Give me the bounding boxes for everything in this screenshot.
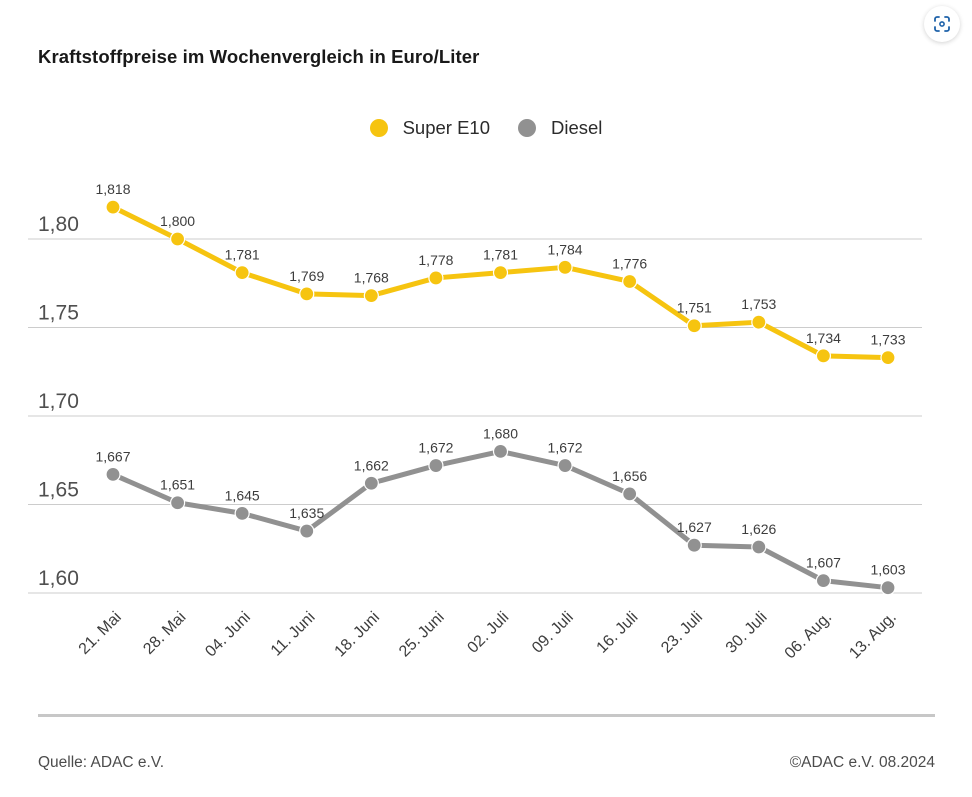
- data-point-label: 1,626: [741, 521, 776, 537]
- data-point-label: 1,607: [806, 555, 841, 571]
- data-point-label: 1,603: [870, 562, 905, 578]
- chart-legend: Super E10 Diesel: [0, 117, 972, 139]
- x-axis-tick-label: 04. Juni: [202, 609, 254, 661]
- data-point: [234, 505, 250, 521]
- data-point-label: 1,776: [612, 255, 647, 271]
- data-point-label: 1,768: [354, 270, 389, 286]
- legend-label: Diesel: [551, 117, 603, 138]
- data-point: [299, 523, 315, 539]
- x-axis-tick-label: 11. Juni: [268, 609, 319, 660]
- data-point-label: 1,627: [677, 519, 712, 535]
- data-point: [622, 273, 638, 290]
- x-axis-tick-label: 18. Juni: [332, 609, 384, 661]
- x-axis-tick-label: 16. Juli: [594, 609, 642, 657]
- data-point: [622, 486, 638, 502]
- data-point: [557, 259, 573, 275]
- x-axis-tick-label: 28. Mai: [140, 609, 189, 658]
- legend-label: Super E10: [402, 117, 490, 138]
- data-point: [105, 199, 121, 215]
- fuel-price-chart: 1,80 1,75 1,70 1,65 1,60 21. Mai 28. Mai 04. Ju…: [28, 181, 922, 663]
- y-axis-tick-label: 1,60: [38, 567, 79, 590]
- x-axis-tick-label: 02. Juli: [464, 609, 512, 657]
- data-point: [815, 573, 832, 589]
- data-point-label: 1,645: [225, 487, 260, 503]
- data-point-label: 1,778: [418, 252, 453, 268]
- data-point-label: 1,781: [225, 247, 260, 263]
- data-point-label: 1,680: [483, 425, 518, 441]
- data-point: [686, 537, 702, 553]
- x-axis-tick-label: 09. Juli: [529, 609, 577, 657]
- page-title: Kraftstoffpreise im Wochenvergleich in E…: [38, 46, 480, 67]
- data-point: [363, 288, 379, 304]
- data-point: [492, 443, 509, 459]
- legend-item-diesel: Diesel: [518, 117, 602, 139]
- legend-item-super-e10: Super E10: [369, 117, 490, 139]
- data-point-label: 1,667: [95, 448, 130, 464]
- data-point: [299, 286, 315, 302]
- data-point: [363, 475, 379, 491]
- data-point-label: 1,751: [677, 300, 712, 316]
- data-point-label: 1,784: [548, 241, 583, 257]
- x-axis-tick-label: 21. Mai: [76, 609, 125, 658]
- super-e10-dot-icon: [369, 119, 388, 137]
- data-point-label: 1,656: [612, 468, 647, 484]
- series-line-super-e10: [110, 204, 891, 361]
- data-point-label: 1,733: [870, 332, 905, 348]
- y-axis-tick-label: 1,70: [38, 390, 79, 413]
- data-point-label: 1,672: [418, 440, 453, 456]
- data-point-label: 1,651: [160, 477, 195, 493]
- x-axis-tick-label: 13. Aug.: [846, 609, 900, 663]
- y-axis-tick-label: 1,80: [38, 213, 79, 236]
- data-point-label: 1,672: [548, 440, 583, 456]
- x-axis-tick-label: 25. Juni: [396, 609, 448, 661]
- data-point-label: 1,753: [741, 296, 776, 312]
- data-point: [234, 265, 250, 281]
- diesel-dot-icon: [518, 119, 536, 137]
- x-axis-tick-label: 30. Juli: [723, 609, 771, 657]
- data-point: [428, 270, 444, 286]
- data-point: [815, 348, 832, 364]
- series-line-diesel: [110, 448, 891, 591]
- data-point: [428, 457, 444, 474]
- data-point: [751, 539, 767, 555]
- data-point: [880, 349, 896, 366]
- data-point: [169, 231, 186, 247]
- data-point: [751, 314, 767, 330]
- data-point-label: 1,818: [95, 181, 130, 197]
- data-point-label: 1,769: [289, 268, 324, 284]
- data-point: [105, 466, 121, 483]
- footer-divider: [38, 714, 935, 717]
- data-point: [557, 457, 573, 474]
- source-note: Quelle: ADAC e.V.: [38, 754, 165, 771]
- data-point-label: 1,734: [806, 330, 841, 346]
- data-point: [686, 318, 702, 334]
- data-point-label: 1,662: [354, 457, 389, 473]
- x-axis-tick-label: 23. Juli: [658, 609, 706, 657]
- data-point-label: 1,781: [483, 247, 518, 263]
- y-axis-tick-label: 1,75: [38, 302, 79, 325]
- viewfinder-icon: [934, 16, 950, 32]
- data-point-label: 1,800: [160, 213, 195, 229]
- data-point-label: 1,635: [289, 505, 324, 521]
- data-point: [492, 265, 509, 281]
- fullscreen-button[interactable]: [924, 6, 960, 42]
- x-axis-tick-label: 06. Aug.: [782, 609, 836, 663]
- y-axis-tick-label: 1,65: [38, 479, 79, 502]
- copyright-note: ©ADAC e.V. 08.2024: [789, 754, 935, 771]
- data-point: [169, 495, 186, 511]
- data-point: [880, 580, 896, 596]
